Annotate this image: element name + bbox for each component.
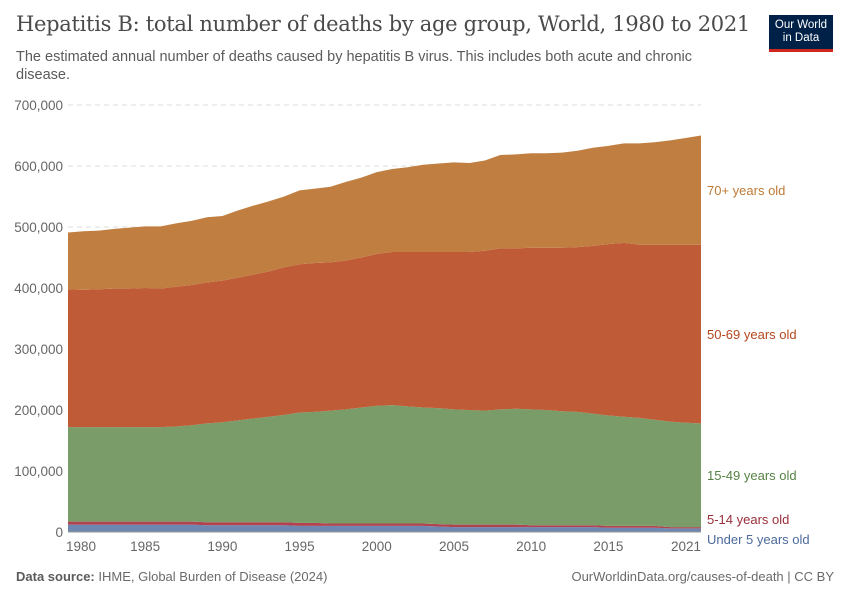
area-under-5-years-old [68,524,701,532]
area-15-49-years-old [68,405,701,528]
series-label: 70+ years old [707,183,785,198]
x-tick-label: 2015 [593,539,623,554]
area-5-14-years-old [68,521,701,529]
x-tick-label: 1995 [285,539,315,554]
data-source: Data source: IHME, Global Burden of Dise… [16,569,327,584]
y-tick-label: 200,000 [14,403,63,418]
area-70+-years-old [68,135,701,290]
page-subtitle: The estimated annual number of deaths ca… [16,49,692,83]
x-tick-label: 2000 [362,539,392,554]
area-50-69-years-old [68,242,701,428]
y-tick-label: 700,000 [14,98,63,113]
data-source-value[interactable]: IHME, Global Burden of Disease (2024) [98,569,328,584]
x-tick-label: 1985 [130,539,160,554]
y-tick-label: 500,000 [14,220,63,235]
footer-link[interactable]: OurWorldinData.org/causes-of-death | CC … [571,569,834,584]
y-tick-label: 400,000 [14,281,63,296]
y-tick-label: 600,000 [14,159,63,174]
owid-logo[interactable]: Our World in Data [769,15,833,52]
y-tick-label: 100,000 [14,464,63,479]
data-source-label: Data source: [16,569,95,584]
series-label: 15-49 years old [707,468,797,483]
y-tick-label: 0 [55,525,63,540]
x-tick-label: 2005 [439,539,469,554]
page-title: Hepatitis B: total number of deaths by a… [16,12,750,36]
series-label: 50-69 years old [707,327,797,342]
series-label: 5-14 years old [707,512,789,527]
series-label: Under 5 years old [707,532,810,547]
x-tick-label: 2010 [516,539,546,554]
x-tick-label: 2021 [671,539,701,554]
x-tick-label: 1980 [66,539,96,554]
x-tick-label: 1990 [207,539,237,554]
y-tick-label: 300,000 [14,342,63,357]
